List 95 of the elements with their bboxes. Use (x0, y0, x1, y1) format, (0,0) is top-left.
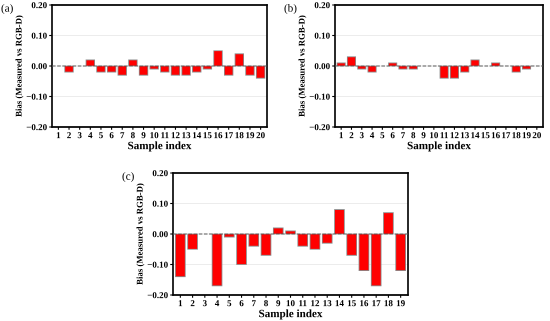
x-tick-label: 6 (110, 132, 114, 138)
x-tick-label: 2 (67, 132, 71, 138)
x-tick-label: 20 (532, 132, 541, 138)
x-tick-label: 17 (502, 132, 510, 138)
x-tick-label: 1 (178, 300, 182, 306)
bar (187, 234, 198, 250)
y-tick-label: 0.00 (152, 231, 168, 238)
x-tick-label: 4 (370, 132, 374, 138)
x-tick-label: 19 (396, 300, 405, 306)
y-tick-label: 0.10 (32, 32, 47, 39)
x-tick-label: 7 (120, 132, 124, 138)
x-tick-label: 18 (236, 132, 244, 138)
x-tick-label: 8 (130, 132, 135, 138)
y-tick-label: 0.20 (314, 2, 330, 8)
y-tick-label: 0.00 (314, 63, 330, 70)
x-tick-label: 13 (182, 132, 190, 138)
bar (234, 53, 244, 66)
x-tick-label: 10 (286, 300, 295, 306)
chart-title: (a) (1, 4, 13, 14)
y-tick-label: −0.20 (310, 124, 330, 130)
x-tick-label: 5 (227, 300, 232, 306)
x-tick-label: 18 (512, 132, 520, 138)
x-tick-label: 1 (340, 132, 343, 138)
x-tick-label: 8 (264, 300, 268, 306)
bar (224, 66, 234, 76)
x-tick-label: 15 (348, 300, 356, 306)
x-tick-label: 5 (380, 132, 384, 138)
y-tick-label: 0.20 (152, 170, 168, 176)
x-axis-title: Sample index (128, 141, 192, 152)
x-tick-label: 9 (422, 132, 426, 138)
x-tick-label: 12 (172, 132, 180, 138)
x-tick-label: 11 (161, 132, 169, 138)
y-tick-label: 0.10 (152, 200, 168, 207)
x-tick-label: 7 (252, 300, 256, 306)
y-tick-label: 0.20 (32, 2, 47, 8)
x-tick-label: 1 (56, 132, 60, 138)
x-tick-label: 12 (450, 132, 459, 138)
x-tick-label: 10 (150, 132, 158, 138)
y-axis-title: Bias (Measured vs RGB-D) (136, 184, 144, 285)
y-tick-label: −0.10 (148, 262, 168, 268)
bar (175, 234, 186, 278)
y-tick-label: −0.20 (148, 292, 168, 298)
x-tick-label: 4 (214, 300, 220, 306)
bar (395, 234, 406, 272)
x-tick-label: 13 (323, 300, 332, 306)
chart-title: (c) (122, 172, 134, 182)
x-tick-label: 6 (240, 300, 244, 306)
y-tick-label: 0.10 (314, 32, 330, 39)
y-tick-label: −0.10 (310, 94, 330, 100)
x-tick-label: 16 (492, 132, 500, 138)
x-tick-label: 10 (430, 132, 438, 138)
x-tick-label: 19 (246, 132, 254, 138)
x-tick-label: 17 (224, 132, 233, 138)
x-tick-label: 14 (471, 132, 480, 138)
y-tick-label: −0.10 (26, 94, 47, 100)
x-tick-label: 11 (299, 300, 307, 306)
x-tick-label: 8 (411, 132, 416, 138)
bar (128, 59, 138, 66)
x-tick-label: 5 (99, 132, 103, 138)
x-tick-label: 6 (390, 132, 395, 138)
x-tick-label: 14 (336, 300, 344, 306)
y-axis-title: Bias (Measured vs RGB-D) (298, 16, 306, 117)
x-tick-label: 3 (202, 300, 207, 306)
bar (383, 212, 394, 234)
x-tick-label: 11 (440, 132, 448, 138)
x-tick-label: 13 (460, 132, 469, 138)
x-axis-title: Sample index (259, 309, 322, 320)
x-tick-label: 16 (214, 132, 222, 138)
bar (470, 59, 480, 66)
x-tick-label: 7 (401, 132, 405, 138)
chart-title: (b) (284, 4, 296, 14)
x-tick-label: 18 (384, 300, 393, 306)
bar (213, 50, 223, 66)
bar (370, 234, 382, 286)
x-tick-label: 15 (204, 132, 212, 138)
bar (334, 209, 345, 234)
y-tick-label: −0.20 (26, 124, 47, 130)
y-tick-label: 0.00 (32, 63, 47, 70)
y-axis-title: Bias (Measured vs RGB-D) (15, 16, 24, 117)
x-tick-label: 20 (256, 132, 265, 138)
x-tick-label: 3 (78, 132, 82, 138)
x-tick-label: 15 (482, 132, 490, 138)
x-tick-label: 2 (350, 132, 354, 138)
x-tick-label: 12 (311, 300, 320, 306)
x-tick-label: 14 (192, 132, 202, 138)
x-tick-label: 16 (360, 300, 368, 306)
x-tick-label: 9 (142, 132, 146, 138)
x-tick-label: 2 (190, 300, 194, 306)
x-tick-label: 17 (372, 300, 380, 306)
x-tick-label: 3 (360, 132, 364, 138)
x-axis-title: Sample index (408, 141, 471, 152)
x-tick-label: 9 (276, 300, 280, 306)
x-tick-label: 4 (88, 132, 92, 138)
x-tick-label: 19 (522, 132, 531, 138)
bar (86, 59, 95, 66)
